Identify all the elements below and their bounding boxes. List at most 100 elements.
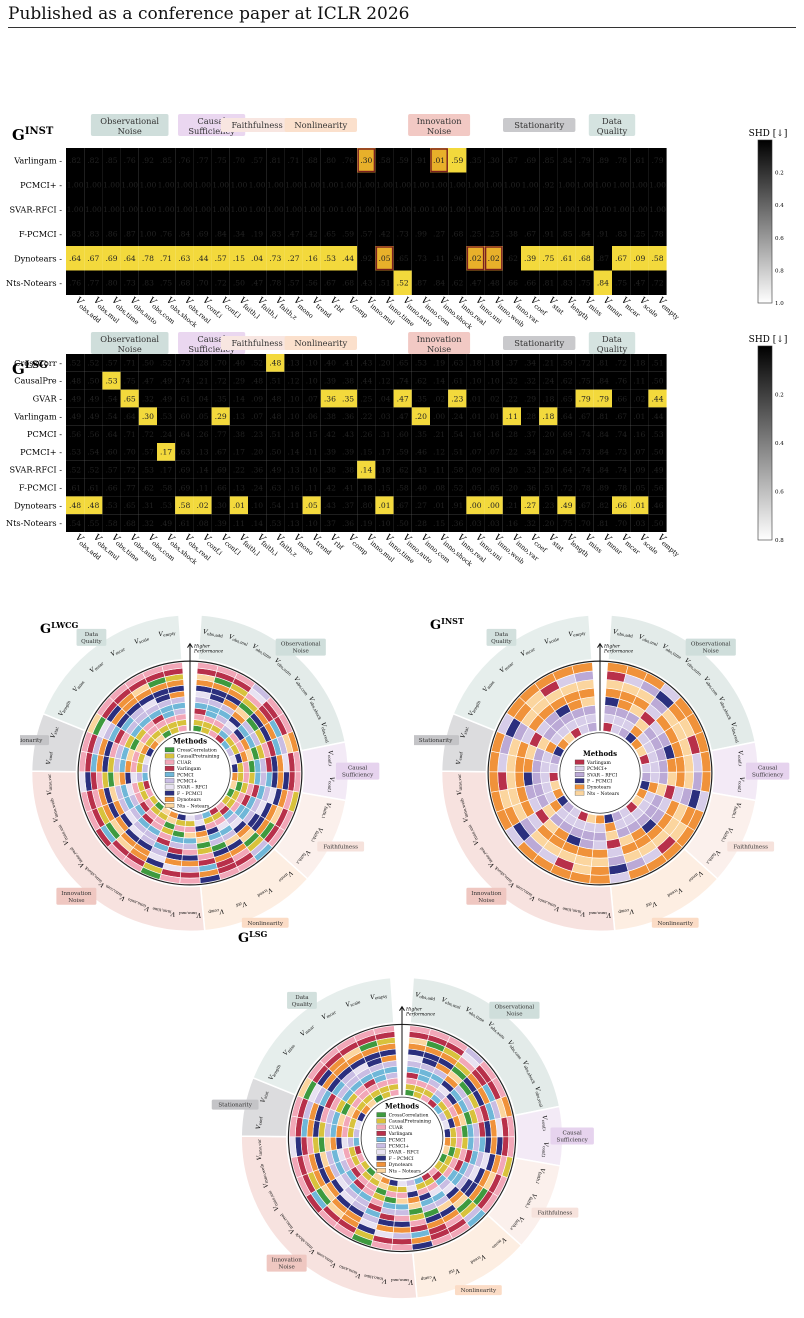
- heatmap-cell: [302, 270, 321, 295]
- cell-value: .51: [542, 483, 554, 492]
- group-header-bg: [284, 336, 357, 350]
- heatmap-cell: [630, 197, 649, 222]
- heatmap-cell: [357, 389, 376, 408]
- cell-value: .85: [160, 156, 172, 165]
- heatmap-cell: [521, 270, 540, 295]
- heatmap-cell: [84, 270, 103, 295]
- cell-value: .27: [433, 230, 445, 239]
- heatmap-cell: [102, 270, 121, 295]
- cell-value: .01: [378, 501, 390, 510]
- legend-swatch: [376, 1112, 386, 1118]
- heatmap-cell: [593, 354, 612, 372]
- cell-value: .13: [233, 483, 245, 492]
- spoke-label: Vmcar: [520, 645, 536, 659]
- heatmap-cell: [539, 246, 558, 271]
- heatmap-cell: [102, 172, 121, 197]
- column-label: Vempty: [655, 533, 683, 559]
- spoke-label: Vinno,auto: [337, 1264, 362, 1279]
- cell-value: .43: [360, 359, 372, 368]
- heatmap-cell: [484, 389, 503, 408]
- cell-value: .74: [397, 377, 409, 386]
- group-header-label: Noise: [118, 344, 142, 354]
- heatmap-cell: [211, 389, 230, 408]
- ring-cell: [505, 771, 517, 790]
- cell-value: .80: [105, 279, 117, 288]
- heatmap-cell: [66, 172, 85, 197]
- heatmap-cell: [193, 425, 212, 443]
- cell-value: .04: [251, 254, 263, 263]
- legend-item: Dynotears: [177, 797, 202, 803]
- heatmap-cell: [539, 514, 558, 532]
- heatmap-cell: [284, 354, 303, 372]
- heatmap-cell: [248, 148, 267, 173]
- cell-value: .19: [251, 230, 263, 239]
- cell-value: .16: [506, 519, 518, 528]
- cell-value: .32: [524, 519, 536, 528]
- heatmap-cell: [138, 270, 157, 295]
- cell-value: .50: [651, 448, 663, 457]
- heatmap-cell: [229, 496, 248, 515]
- cell-value: .14: [287, 448, 299, 457]
- heatmap-cell: [575, 371, 594, 390]
- cell-value: .85: [542, 156, 554, 165]
- ring-cell: [392, 1232, 412, 1240]
- legend-swatch: [164, 772, 175, 777]
- group-header-label: Sufficiency: [188, 126, 235, 136]
- ring-cell: [179, 871, 201, 879]
- row-label: F-PCMCI -: [19, 229, 62, 239]
- heatmap-cell: [320, 221, 339, 246]
- heatmap-cell: [193, 197, 212, 222]
- cell-value: .58: [160, 483, 172, 492]
- row-label: Nts-Notears -: [6, 518, 62, 528]
- cell-value: .16: [287, 483, 299, 492]
- cell-value: .28: [506, 430, 518, 439]
- heatmap-cell: [539, 354, 558, 372]
- cell-value: .39: [342, 448, 354, 457]
- heatmap-cell: [193, 148, 212, 173]
- heatmap-cell: [120, 148, 139, 173]
- group-header-bg: [220, 118, 294, 132]
- heatmap-cell: [320, 148, 339, 173]
- group-tag: [241, 917, 289, 928]
- cell-value: 1.00: [485, 181, 502, 190]
- heatmap-cell: [211, 407, 230, 426]
- heatmap-cell: [411, 460, 430, 479]
- heatmap-cell: [539, 478, 558, 497]
- group-header-label: Faithfulness: [231, 338, 282, 348]
- ring-cell: [691, 771, 703, 792]
- heatmap-cell: [193, 371, 212, 390]
- cell-value: 1.00: [158, 181, 175, 190]
- spoke-label: Vrbf: [448, 1267, 461, 1277]
- cell-value: .20: [415, 412, 427, 421]
- heatmap-cell: [102, 221, 121, 246]
- heatmap-cell: [157, 270, 176, 295]
- heatmap-cell: [302, 460, 321, 479]
- legend-swatch: [376, 1130, 386, 1136]
- legend-item: SVAR – RFCI: [587, 772, 617, 778]
- cell-value: .43: [342, 430, 354, 439]
- ring-cell: [594, 823, 606, 833]
- heatmap-cell: [539, 496, 558, 515]
- spoke-label: Vtrend: [469, 1253, 486, 1267]
- cell-value: .14: [196, 466, 208, 475]
- heatmap-cell: [448, 443, 467, 461]
- cell-value: .23: [251, 430, 263, 439]
- heatmap-cell: [539, 197, 558, 222]
- heatmap-cell: [575, 496, 594, 515]
- legend-item: PCMCI+: [389, 1144, 410, 1150]
- cell-value: .77: [87, 279, 99, 288]
- heatmap-cell: [339, 478, 358, 497]
- cell-value: .78: [615, 483, 627, 492]
- heatmap-cell: [66, 246, 85, 271]
- heatmap-cell: [393, 478, 412, 497]
- group-tag-label: Innovation: [61, 891, 92, 897]
- cell-value: .35: [342, 394, 354, 403]
- spoke-label: Vfaith,z: [509, 1215, 525, 1233]
- heatmap-cell: [84, 407, 103, 426]
- heatmap-cell: [557, 221, 576, 246]
- heatmap-cell: [120, 460, 139, 479]
- heatmap-cell: [502, 478, 521, 497]
- heatmap-cell: [575, 460, 594, 479]
